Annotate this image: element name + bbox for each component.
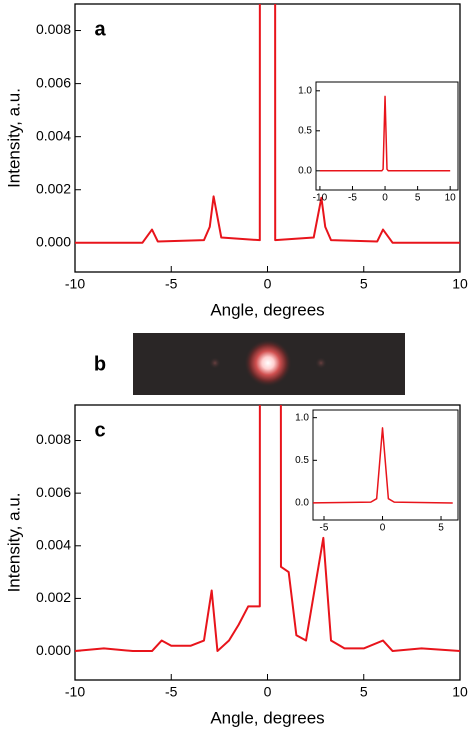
y-tick-label: 1.0 bbox=[298, 85, 312, 96]
x-tick-label: 5 bbox=[438, 523, 444, 534]
y-tick-label: 0.004 bbox=[36, 536, 71, 552]
side-spot bbox=[315, 357, 327, 369]
x-tick-label: 0 bbox=[264, 684, 272, 700]
x-axis-title: Angle, degrees bbox=[210, 300, 324, 319]
x-tick-label: -10 bbox=[313, 193, 328, 204]
y-tick-label: 0.5 bbox=[298, 125, 312, 136]
y-axis-title: Intensity, a.u. bbox=[4, 88, 23, 188]
y-tick-label: 0.000 bbox=[36, 642, 71, 658]
y-axis-title: Intensity, a.u. bbox=[4, 493, 23, 593]
x-tick-label: -5 bbox=[165, 276, 178, 292]
data-line bbox=[75, 4, 460, 244]
x-tick-label: 10 bbox=[452, 276, 468, 292]
panel-label: b bbox=[94, 353, 106, 375]
y-tick-label: 0.002 bbox=[36, 180, 71, 196]
x-tick-label: 0 bbox=[380, 523, 386, 534]
x-tick-label: 5 bbox=[415, 193, 421, 204]
side-spot bbox=[209, 357, 221, 369]
data-line bbox=[75, 405, 460, 653]
y-tick-label: 0.008 bbox=[36, 21, 71, 37]
chart: -5 0 5 0.0 0.5 1.0 bbox=[295, 409, 459, 534]
chart: -10 -5 0 5 10 0.0 0.5 1.0 bbox=[298, 81, 459, 204]
central-spot bbox=[244, 339, 292, 387]
x-tick-label: 5 bbox=[360, 276, 368, 292]
plot-frame bbox=[315, 81, 459, 191]
y-tick-label: 0.002 bbox=[36, 589, 71, 605]
diffraction-image bbox=[133, 333, 405, 395]
data-line bbox=[319, 95, 451, 172]
y-tick-label: 0.000 bbox=[36, 234, 71, 250]
y-tick-label: 0.5 bbox=[295, 455, 309, 466]
x-tick-label: 10 bbox=[445, 193, 457, 204]
x-tick-label: 0 bbox=[382, 193, 388, 204]
x-tick-label: -5 bbox=[320, 523, 329, 534]
y-tick-label: 1.0 bbox=[295, 412, 309, 423]
y-tick-label: 0.008 bbox=[36, 431, 71, 447]
x-tick-label: -5 bbox=[165, 684, 178, 700]
y-tick-label: 0.0 bbox=[298, 165, 312, 176]
panel-label: c bbox=[94, 419, 105, 441]
x-tick-label: -5 bbox=[348, 193, 357, 204]
y-tick-label: 0.006 bbox=[36, 484, 71, 500]
x-tick-label: 5 bbox=[360, 684, 368, 700]
x-tick-label: -10 bbox=[65, 276, 85, 292]
data-line bbox=[313, 427, 453, 504]
x-tick-label: 0 bbox=[264, 276, 272, 292]
x-tick-label: 10 bbox=[452, 684, 468, 700]
x-axis-title: Angle, degrees bbox=[210, 708, 324, 727]
y-tick-label: 0.004 bbox=[36, 127, 71, 143]
y-tick-label: 0.006 bbox=[36, 74, 71, 90]
panel-label: a bbox=[94, 18, 106, 40]
x-tick-label: -10 bbox=[65, 684, 85, 700]
y-tick-label: 0.0 bbox=[295, 498, 309, 509]
